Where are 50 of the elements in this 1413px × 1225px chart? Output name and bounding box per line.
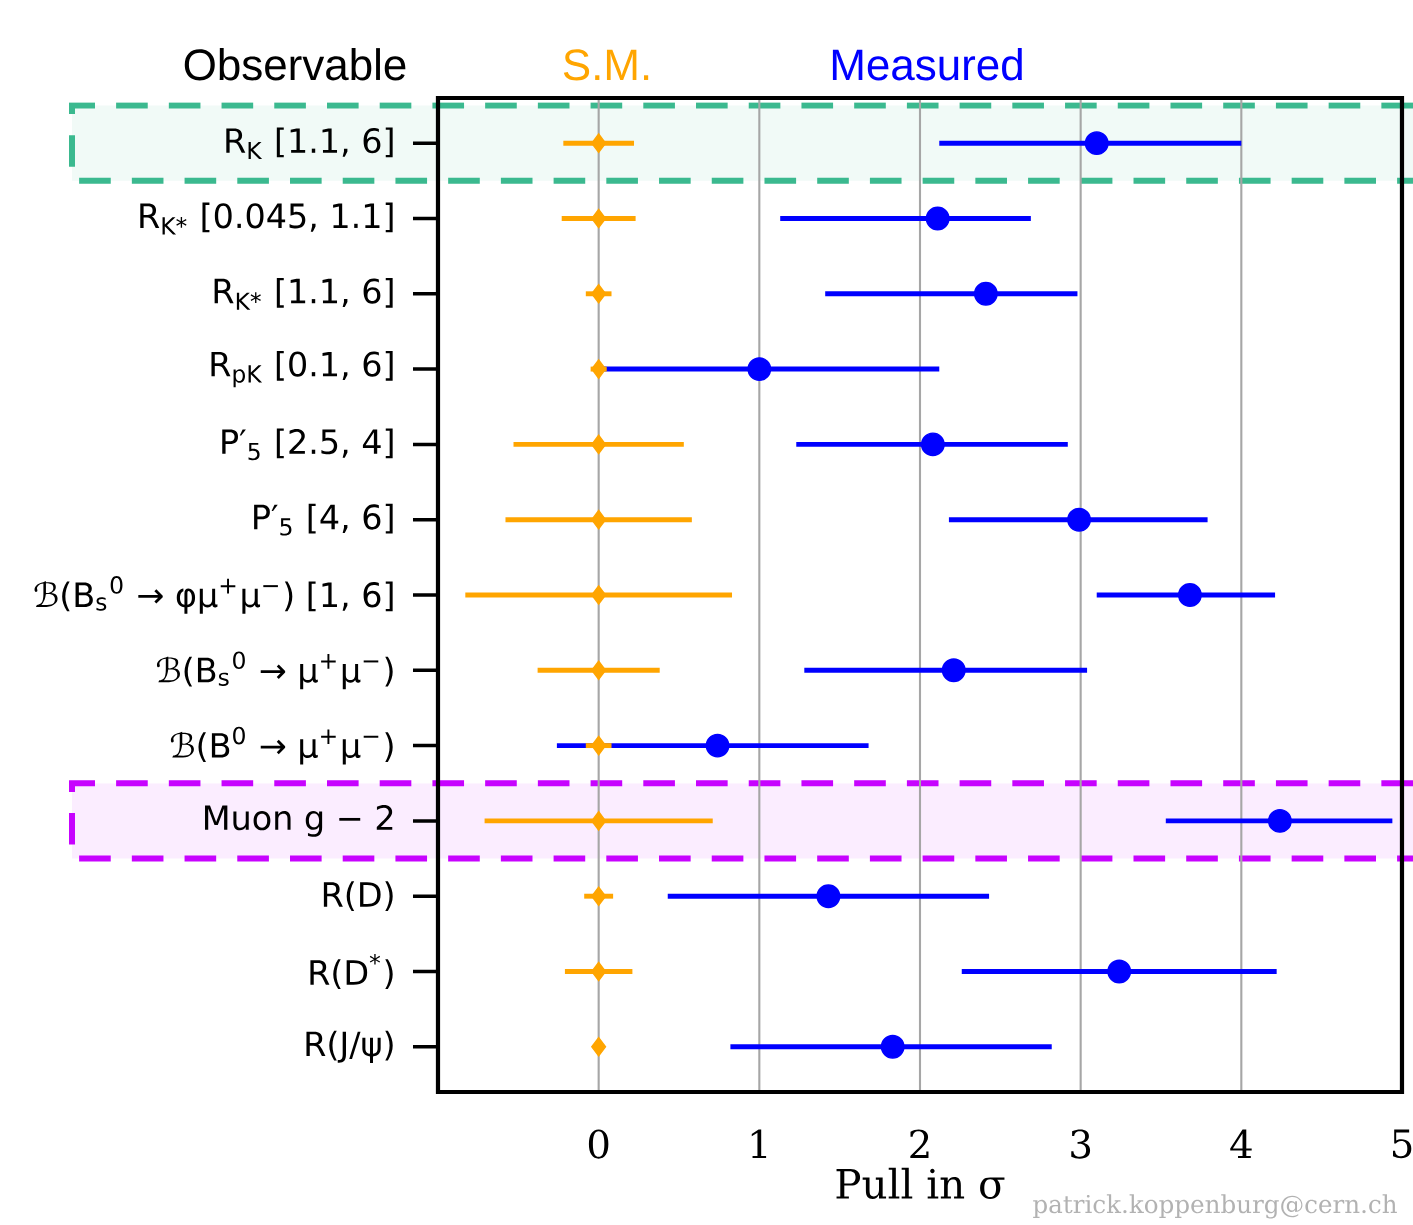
point [591, 735, 607, 756]
point [591, 1036, 607, 1057]
x-tick-label: 2 [910, 1129, 929, 1159]
text: patrick.koppenburg@cern.ch [1033, 1194, 1397, 1219]
point [591, 660, 607, 681]
point [591, 585, 607, 605]
y-tick-label: R(D$^{*}$) [310, 953, 393, 990]
y-tick-label: R(D) [323, 881, 393, 912]
y-tick-label: ℬ(B$_{s}$$^{0}$ → μ$^{+}$μ$^{−}$) [156, 651, 393, 690]
point [591, 961, 607, 982]
point [973, 281, 998, 306]
y-tick-label: ℬ(B$^{0}$ → μ$^{+}$μ$^{−}$) [170, 726, 393, 765]
y-tick-label: R(J/ψ) [306, 1030, 393, 1063]
point [705, 733, 730, 758]
y-tick-label: R$_{K}$ [1.1, 6] [226, 127, 393, 159]
point [925, 206, 950, 231]
point [591, 509, 607, 530]
point [1107, 959, 1132, 984]
y-axis-title: Observable [184, 48, 406, 81]
x-tick-label: 5 [1393, 1129, 1412, 1159]
y-tick-label: R$_{K*}$ [0.045, 1.1] [140, 202, 393, 235]
series-label: S.M. [563, 49, 649, 81]
text: Measured [832, 48, 1022, 81]
point [591, 208, 607, 229]
point [591, 359, 607, 379]
point [1177, 583, 1202, 607]
point [1084, 131, 1109, 156]
point [1267, 808, 1292, 833]
y-tick-label: P′$_{5}$ [4, 6] [254, 503, 393, 536]
point [1067, 507, 1092, 532]
point [591, 811, 607, 831]
x-tick-label: 1 [751, 1129, 767, 1159]
y-tick-label: Muon g − 2 [205, 805, 393, 837]
point [591, 886, 607, 907]
x-axis-title: Pull in σ [836, 1167, 1005, 1200]
point [816, 884, 841, 909]
point [880, 1034, 905, 1059]
y-tick-label: P′$_{5}$ [2.5, 4] [222, 428, 393, 461]
point [920, 432, 945, 457]
y-tick-label: R$_{pK}$ [0.1, 6] [211, 350, 393, 388]
y-tick-label: R$_{K*}$ [1.1, 6] [214, 277, 393, 310]
point [591, 283, 607, 304]
point [591, 434, 607, 455]
point [747, 357, 772, 382]
x-tick-label: 0 [588, 1129, 609, 1159]
point [941, 658, 966, 683]
y-tick-label: ℬ(B$_{s}$$^{0}$ → φμ$^{+}$μ$^{−}$) [1, 6] [34, 576, 393, 614]
x-tick-label: 4 [1230, 1129, 1252, 1159]
x-tick-label: 3 [1071, 1129, 1091, 1159]
point [591, 133, 607, 154]
